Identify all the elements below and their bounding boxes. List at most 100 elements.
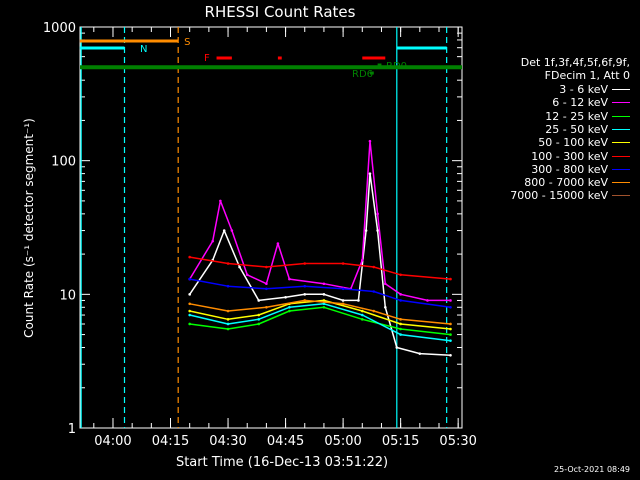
data-point	[372, 290, 376, 293]
legend-item: 12 - 25 keV	[545, 110, 630, 123]
legend-item-label: 25 - 50 keV	[545, 122, 608, 136]
data-point	[226, 322, 230, 326]
y-tick-label: 1	[68, 422, 76, 437]
data-point	[322, 293, 326, 296]
data-point	[449, 327, 452, 331]
y-tick-label: 1000	[43, 21, 76, 36]
legend-swatch	[612, 195, 630, 197]
data-point	[449, 299, 452, 302]
data-point	[399, 293, 402, 296]
data-point	[188, 309, 191, 313]
y-axis-label: Count Rate (s⁻¹ detector segment⁻¹)	[22, 118, 36, 338]
x-tick-label: 04:45	[267, 434, 304, 449]
data-point	[364, 229, 368, 232]
legend-swatch	[612, 128, 630, 130]
data-point	[288, 305, 291, 309]
data-point	[245, 273, 249, 277]
data-point	[226, 262, 230, 265]
data-point	[188, 293, 191, 296]
data-point	[383, 282, 387, 286]
data-point	[383, 305, 387, 309]
data-point	[341, 287, 345, 291]
flag-label-F: F	[204, 53, 210, 64]
data-point	[188, 322, 191, 326]
y-tick-label: 100	[51, 155, 76, 170]
data-point	[288, 309, 291, 313]
data-point	[368, 139, 372, 143]
legend-item-label: 100 - 300 keV	[531, 149, 608, 163]
data-point	[418, 352, 422, 355]
data-point	[230, 229, 234, 232]
data-point	[399, 299, 402, 302]
series-line-1	[189, 140, 451, 302]
data-point	[449, 333, 452, 336]
data-point	[341, 302, 345, 306]
data-point	[341, 299, 345, 302]
data-point	[372, 309, 376, 313]
legend-item-label: 800 - 7000 keV	[524, 176, 608, 190]
data-point	[226, 284, 230, 288]
data-point	[303, 299, 307, 302]
legend-item-label: 3 - 6 keV	[559, 83, 608, 96]
legend-header-2: FDecim 1, Att 0	[544, 69, 630, 82]
data-point	[257, 318, 261, 321]
data-point	[322, 305, 326, 309]
data-point	[360, 318, 364, 321]
legend-header-1: Det 1f,3f,4f,5f,6f,9f,	[520, 56, 630, 69]
data-point	[449, 277, 452, 281]
data-point	[399, 327, 402, 331]
footer-timestamp: 25-Oct-2021 08:49	[554, 465, 630, 474]
x-axis-label: Start Time (16-Dec-13 03:51:22)	[176, 455, 388, 470]
legend-swatch	[612, 182, 630, 184]
data-point	[211, 239, 215, 243]
data-point	[426, 299, 429, 302]
data-point	[226, 327, 230, 331]
legend-swatch	[612, 115, 630, 117]
data-point	[376, 212, 379, 216]
legend-item: 7000 - 15000 keV	[510, 189, 630, 202]
legend-item: 100 - 300 keV	[531, 150, 630, 163]
data-point	[257, 299, 261, 302]
legend-item-label: 12 - 25 keV	[545, 109, 608, 123]
data-point	[303, 293, 307, 296]
plot-border	[79, 26, 463, 429]
data-point	[399, 273, 402, 277]
data-point	[449, 339, 452, 342]
data-point	[265, 287, 268, 291]
series-line-7	[189, 299, 451, 325]
data-point	[395, 346, 399, 349]
chart-title: RHESSI Count Rates	[205, 3, 356, 21]
data-point	[226, 318, 230, 321]
x-tick-label: 04:15	[152, 434, 189, 449]
data-point	[399, 322, 402, 326]
data-point	[322, 282, 326, 286]
data-point	[265, 282, 268, 286]
x-tick-label: 04:30	[209, 434, 246, 449]
data-point	[368, 172, 372, 175]
legend-item: 6 - 12 keV	[552, 96, 630, 109]
data-point	[219, 199, 222, 203]
data-point	[360, 313, 364, 317]
data-point	[288, 277, 291, 281]
flag-label-N: N	[140, 44, 147, 55]
data-point	[276, 242, 280, 245]
data-point	[399, 318, 402, 321]
data-point	[257, 313, 261, 317]
legend-item-label: 300 - 800 keV	[531, 162, 608, 176]
flag-label-RD0: RD0	[386, 61, 407, 72]
data-point	[360, 258, 364, 262]
data-point	[357, 299, 360, 302]
legend-item-label: 6 - 12 keV	[552, 96, 608, 110]
data-point	[265, 305, 268, 309]
legend-item: 25 - 50 keV	[545, 123, 630, 136]
data-point	[188, 277, 191, 281]
data-point	[449, 353, 452, 357]
legend-swatch	[612, 89, 630, 90]
series-line-3	[189, 303, 451, 342]
data-point	[322, 302, 326, 306]
x-tick-label: 05:00	[324, 434, 361, 449]
legend-item: 800 - 7000 keV	[524, 176, 630, 189]
legend-item: 3 - 6 keV	[559, 83, 630, 96]
legend-item-label: 50 - 100 keV	[538, 136, 608, 150]
